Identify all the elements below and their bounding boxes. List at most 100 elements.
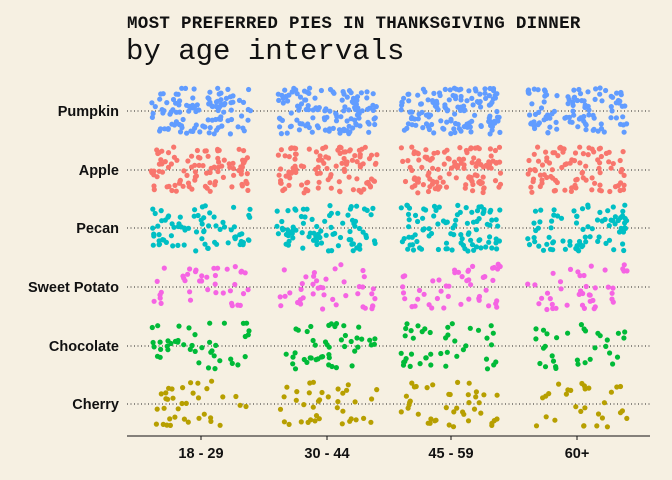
point-sweet-potato	[605, 284, 611, 290]
point-sweet-potato	[525, 281, 531, 287]
point-chocolate	[328, 321, 334, 327]
point-sweet-potato	[220, 290, 226, 296]
point-sweet-potato	[192, 269, 199, 275]
point-apple	[559, 164, 565, 171]
point-apple	[573, 177, 579, 183]
point-apple	[280, 187, 286, 194]
point-pecan	[399, 239, 405, 245]
point-sweet-potato	[330, 296, 336, 302]
point-sweet-potato	[621, 262, 627, 268]
point-apple	[555, 153, 561, 159]
point-apple	[531, 151, 537, 157]
point-pecan	[551, 212, 557, 218]
point-apple	[457, 145, 463, 151]
point-pecan	[325, 248, 332, 254]
point-pumpkin	[590, 112, 596, 118]
point-pumpkin	[541, 99, 547, 105]
point-sweet-potato	[466, 296, 472, 302]
point-pecan	[328, 224, 334, 230]
point-chocolate	[301, 356, 307, 363]
point-pecan	[233, 234, 239, 240]
point-apple	[356, 147, 362, 153]
point-pecan	[352, 223, 358, 229]
point-sweet-potato	[446, 283, 452, 289]
point-apple	[411, 150, 417, 157]
point-sweet-potato	[494, 304, 500, 310]
point-chocolate	[292, 350, 298, 356]
point-pumpkin	[190, 102, 196, 108]
point-apple	[216, 147, 222, 153]
point-pecan	[544, 241, 550, 247]
point-pumpkin	[240, 99, 247, 105]
point-sweet-potato	[580, 290, 586, 297]
point-chocolate	[578, 322, 585, 328]
point-apple	[301, 164, 307, 170]
point-pumpkin	[213, 116, 219, 123]
point-apple	[569, 185, 575, 191]
point-pecan	[356, 225, 363, 232]
point-pumpkin	[576, 86, 582, 93]
point-chocolate	[408, 351, 415, 357]
point-apple	[474, 160, 480, 167]
point-sweet-potato	[558, 286, 564, 292]
point-pumpkin	[487, 85, 493, 92]
point-cherry	[407, 398, 413, 404]
point-cherry	[340, 390, 346, 396]
point-pecan	[535, 225, 541, 231]
point-apple	[619, 166, 625, 173]
point-pumpkin	[326, 128, 332, 134]
point-pecan	[622, 202, 628, 208]
point-pumpkin	[313, 105, 319, 111]
point-pumpkin	[167, 111, 173, 117]
point-chocolate	[607, 350, 613, 356]
point-pumpkin	[575, 124, 581, 130]
point-apple	[205, 153, 211, 159]
point-sweet-potato	[240, 291, 247, 297]
point-pecan	[476, 216, 482, 222]
point-apple	[544, 158, 550, 164]
point-pecan	[583, 239, 589, 245]
point-sweet-potato	[434, 295, 440, 302]
point-cherry	[167, 416, 173, 422]
point-pumpkin	[323, 106, 329, 112]
point-pecan	[371, 238, 378, 244]
point-pumpkin	[409, 122, 415, 128]
point-pecan	[546, 234, 552, 240]
point-pecan	[611, 247, 617, 253]
point-chocolate	[537, 360, 543, 367]
point-pumpkin	[180, 116, 186, 123]
point-sweet-potato	[532, 282, 538, 288]
point-pecan	[299, 230, 305, 236]
point-pumpkin	[228, 100, 234, 106]
point-pumpkin	[216, 91, 222, 97]
point-apple	[435, 166, 441, 172]
point-pecan	[205, 245, 211, 251]
point-apple	[173, 188, 179, 194]
point-cherry	[308, 417, 314, 423]
point-cherry	[345, 382, 351, 388]
point-chocolate	[205, 365, 212, 371]
point-pumpkin	[149, 100, 155, 106]
point-pumpkin	[448, 131, 454, 137]
point-pumpkin	[207, 89, 213, 95]
point-apple	[580, 151, 587, 157]
point-apple	[579, 169, 586, 175]
point-cherry	[594, 423, 600, 429]
point-pecan	[594, 217, 601, 223]
point-pecan	[589, 226, 595, 232]
point-sweet-potato	[310, 281, 316, 287]
point-apple	[496, 184, 502, 190]
point-apple	[239, 181, 245, 187]
point-pumpkin	[277, 124, 283, 130]
point-pecan	[537, 219, 543, 225]
point-apple	[610, 161, 616, 167]
point-sweet-potato	[199, 273, 205, 279]
point-cherry	[568, 387, 574, 393]
point-pecan	[199, 221, 205, 227]
point-pecan	[306, 234, 312, 240]
point-cherry	[409, 380, 415, 386]
point-cherry	[403, 393, 409, 399]
point-apple	[202, 148, 208, 154]
point-pecan	[465, 248, 471, 254]
point-cherry	[573, 404, 579, 410]
